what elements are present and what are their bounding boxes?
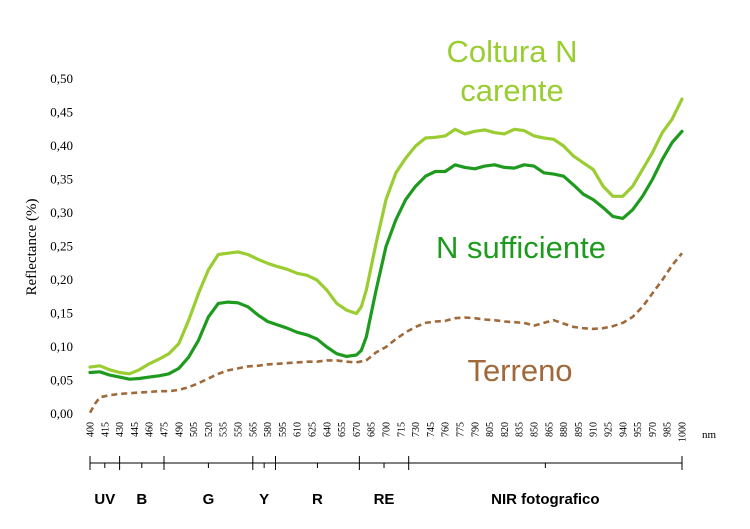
y-tick-label: 0,15 — [50, 306, 73, 321]
series-lines — [88, 97, 684, 414]
x-tick-label: 850 — [530, 422, 541, 437]
x-tick-label: 625 — [308, 422, 319, 437]
x-tick-label: 535 — [219, 422, 230, 437]
x-tick-label: 580 — [263, 422, 274, 437]
band-label: G — [203, 491, 215, 508]
series-line — [88, 97, 684, 376]
x-tick-label: 985 — [663, 422, 674, 437]
x-tick-label: 925 — [604, 422, 615, 437]
x-tick-label: 595 — [278, 422, 289, 437]
x-tick-label: 700 — [382, 422, 393, 437]
x-tick-label: 940 — [618, 422, 629, 437]
y-tick-label: 0,50 — [50, 71, 73, 86]
band-label: R — [312, 491, 323, 508]
x-tick-label: 475 — [160, 422, 171, 437]
x-tick-label: 865 — [544, 422, 555, 437]
y-tick-label: 0,00 — [50, 406, 73, 421]
y-tick-label: 0,05 — [50, 373, 73, 388]
x-tick-label: 400 — [86, 422, 97, 437]
y-tick-label: 0,40 — [50, 138, 73, 153]
band-label: Y — [259, 491, 269, 508]
x-tick-label: 685 — [367, 422, 378, 437]
band-label: B — [136, 491, 147, 508]
x-tick-label: 445 — [130, 422, 141, 437]
y-tick-label: 0,45 — [50, 105, 73, 120]
y-tick-label: 0,35 — [50, 172, 73, 187]
x-tick-label: 730 — [411, 422, 422, 437]
x-tick-label: 1000 — [678, 422, 689, 442]
band-label: RE — [374, 491, 395, 508]
y-tick-label: 0,25 — [50, 239, 73, 254]
x-tick-label: 790 — [470, 422, 481, 437]
x-tick-label: 805 — [485, 422, 496, 437]
y-tick-label: 0,30 — [50, 205, 73, 220]
x-tick-label: 640 — [322, 422, 333, 437]
x-tick-label: 460 — [145, 422, 156, 437]
x-tick-label: 970 — [648, 422, 659, 437]
x-tick-label: 565 — [248, 422, 259, 437]
y-tick-label: 0,10 — [50, 339, 73, 354]
x-tick-label: 760 — [441, 422, 452, 437]
x-tick-label: 430 — [115, 422, 126, 437]
x-tick-label: 745 — [426, 422, 437, 437]
x-tick-label: 520 — [204, 422, 215, 437]
x-axis-unit: nm — [702, 429, 717, 441]
series-label: Terreno — [467, 353, 572, 388]
series-line — [88, 252, 684, 414]
x-tick-label: 715 — [396, 422, 407, 437]
band-label: UV — [94, 491, 115, 508]
x-tick-label: 505 — [189, 422, 200, 437]
x-tick-label: 415 — [100, 422, 111, 437]
x-tick-label: 775 — [456, 422, 467, 437]
x-tick-label: 880 — [559, 422, 570, 437]
series-line — [88, 129, 684, 381]
y-axis-title: Reflectance (%) — [24, 198, 40, 295]
x-tick-label: 835 — [515, 422, 526, 437]
x-tick-label: 670 — [352, 422, 363, 437]
x-tick-label: 550 — [234, 422, 245, 437]
y-tick-label: 0,20 — [50, 272, 73, 287]
x-tick-label: 655 — [337, 422, 348, 437]
x-tick-label: 610 — [293, 422, 304, 437]
spectral-bands: UV B G Y R RE NIR fotografico — [89, 456, 683, 508]
y-axis-ticks: 0,00 0,05 0,10 0,15 0,20 0,25 0,30 0,35 0,40 0,45… — [50, 71, 73, 421]
band-label: NIR fotografico — [491, 491, 599, 508]
x-tick-label: 955 — [633, 422, 644, 437]
x-axis-ticks: 400 415 430 445 460 475 490 505 520 535 550 565 580 5… — [86, 422, 689, 442]
x-tick-label: 910 — [589, 422, 600, 437]
x-tick-label: 820 — [500, 422, 511, 437]
x-tick-label: 895 — [574, 422, 585, 437]
series-label: N sufficiente — [436, 230, 606, 265]
x-tick-label: 490 — [174, 422, 185, 437]
